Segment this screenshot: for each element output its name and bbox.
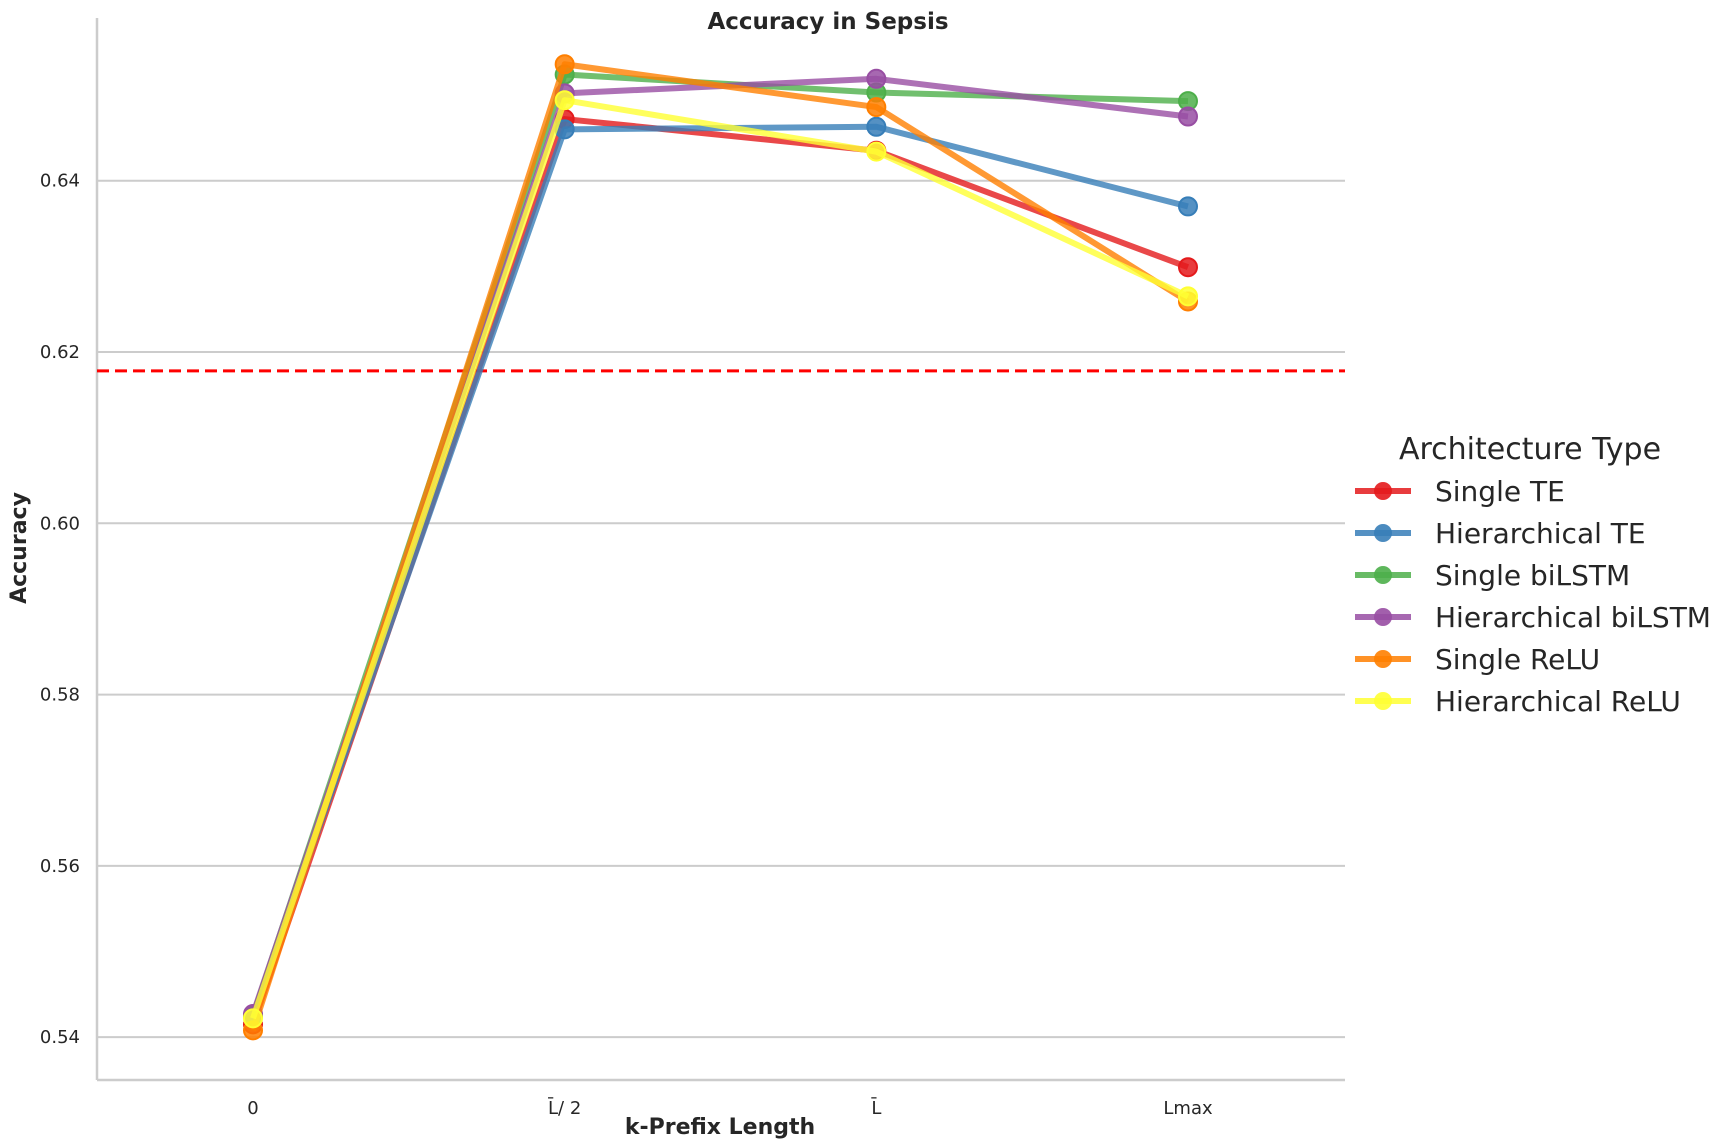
series-line — [250, 61, 1190, 1032]
legend-label: Hierarchical TE — [1435, 517, 1646, 550]
data-point — [866, 116, 887, 137]
y-tick-label: 0.64 — [40, 171, 80, 192]
data-point — [1178, 257, 1198, 278]
legend-swatch-marker — [1374, 482, 1392, 500]
legend-item: Single biLSTM — [1355, 559, 1630, 592]
series — [243, 116, 1198, 1026]
legend-label: Hierarchical biLSTM — [1435, 601, 1711, 634]
legend: Architecture Type Single TE Hierarchical … — [1355, 432, 1711, 718]
series — [243, 54, 1198, 1041]
x-tick-label: Lmax — [1163, 1098, 1213, 1119]
legend-item: Hierarchical TE — [1355, 517, 1646, 550]
x-tick-label: 0 — [247, 1098, 258, 1119]
legend-swatch-marker — [1374, 524, 1392, 542]
x-tick-labels: 0 L̄/ 2 L̄ Lmax — [247, 1097, 1213, 1119]
data-point — [243, 1008, 263, 1029]
axes — [95, 18, 1345, 1082]
series-line — [250, 75, 1189, 1016]
series-line — [250, 123, 1189, 1017]
legend-items: Single TE Hierarchical TE Single biLSTM Hie… — [1355, 475, 1711, 718]
y-tick-label: 0.62 — [40, 342, 80, 363]
x-axis-title: k-Prefix Length — [625, 1115, 815, 1140]
legend-item: Single TE — [1355, 475, 1565, 508]
chart-title: Accuracy in Sepsis — [707, 9, 948, 35]
legend-swatch-marker — [1374, 608, 1392, 626]
y-tick-label: 0.56 — [40, 856, 80, 877]
series — [243, 90, 1198, 1029]
data-point — [866, 141, 887, 162]
data-point — [554, 54, 575, 75]
legend-swatch-marker — [1374, 692, 1392, 710]
y-tick-label: 0.60 — [40, 513, 80, 534]
y-tick-label: 0.54 — [40, 1027, 80, 1048]
data-point — [1178, 106, 1198, 127]
series — [243, 68, 1198, 1025]
data-point — [866, 68, 887, 89]
legend-swatch-marker — [1374, 566, 1392, 584]
x-tick-label: L̄/ 2 — [547, 1097, 581, 1119]
series-line — [250, 116, 1190, 1026]
series-line — [250, 97, 1190, 1020]
data-point — [554, 90, 575, 111]
legend-item: Hierarchical biLSTM — [1355, 601, 1711, 634]
data-point — [866, 97, 887, 118]
legend-label: Single TE — [1435, 475, 1565, 508]
legend-label: Single ReLU — [1435, 643, 1600, 676]
y-tick-label: 0.58 — [40, 685, 80, 706]
legend-item: Hierarchical ReLU — [1355, 685, 1681, 718]
data-point — [1178, 286, 1198, 307]
data-point — [1178, 196, 1198, 217]
series — [243, 64, 1198, 1026]
legend-swatch-marker — [1374, 650, 1392, 668]
legend-title: Architecture Type — [1399, 432, 1661, 467]
legend-label: Single biLSTM — [1435, 559, 1630, 592]
legend-label: Hierarchical ReLU — [1435, 685, 1681, 718]
grid-lines — [97, 179, 1345, 1039]
y-tick-labels: 0.54 0.56 0.58 0.60 0.62 0.64 — [40, 171, 80, 1048]
series-group — [243, 54, 1198, 1041]
series — [243, 109, 1198, 1035]
legend-item: Single ReLU — [1355, 643, 1600, 676]
x-tick-label: L̄ — [870, 1097, 881, 1119]
y-axis-title: Accuracy — [7, 492, 32, 604]
